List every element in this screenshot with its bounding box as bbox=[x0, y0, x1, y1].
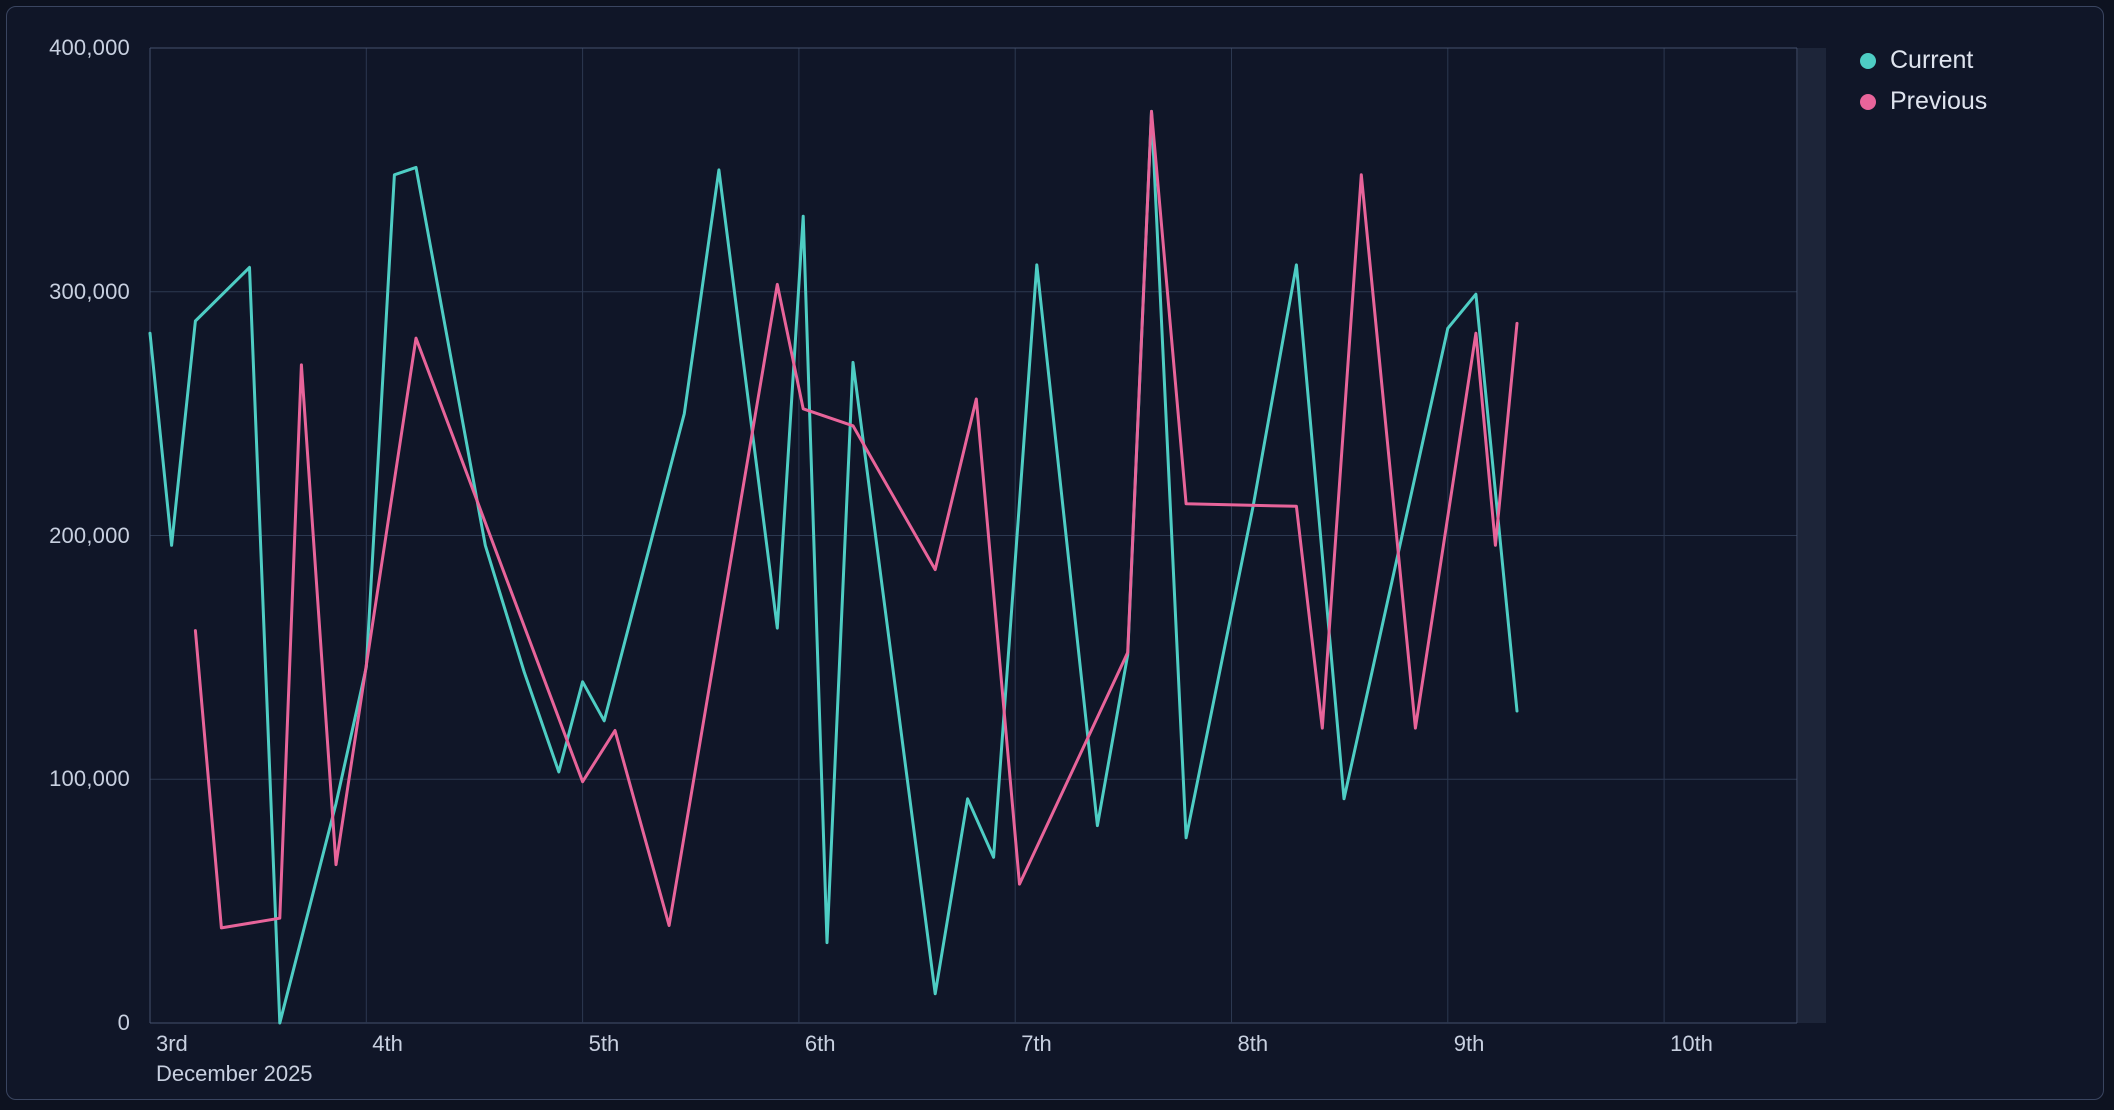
x-axis-tick-label: 3rd December 2025 bbox=[156, 1031, 313, 1086]
legend-dot-current-icon bbox=[1860, 52, 1876, 69]
x-axis-tick-label: 9th bbox=[1453, 1031, 1485, 1056]
legend-label: Previous bbox=[1890, 87, 1988, 115]
legend-label: Current bbox=[1890, 46, 1974, 74]
y-axis-tick-label: 300,000 bbox=[49, 278, 130, 304]
x-axis-tick-label: 7th bbox=[1021, 1031, 1052, 1056]
x-axis-tick-label: 6th bbox=[804, 1031, 836, 1056]
x-axis-tick-label: 4th bbox=[372, 1031, 403, 1056]
series-line-previous bbox=[193, 109, 1519, 930]
y-axis-tick-label: 100,000 bbox=[49, 766, 130, 792]
y-axis-tick-label: 200,000 bbox=[49, 522, 130, 548]
legend-item[interactable]: Previous bbox=[1860, 87, 1987, 116]
x-axis-tick-label: 8th bbox=[1237, 1031, 1269, 1056]
grid-layer bbox=[149, 47, 1797, 1024]
x-axis-subtitle: December 2025 bbox=[156, 1061, 313, 1086]
legend-dot-previous-icon bbox=[1860, 93, 1876, 110]
series-layer bbox=[148, 109, 1519, 1025]
x-axis-tick-label: 5th bbox=[588, 1031, 620, 1056]
y-axis-tick-label: 400,000 bbox=[49, 35, 130, 60]
chart-legend: Current Previous bbox=[1860, 46, 1987, 116]
chart-panel bbox=[6, 6, 2104, 1100]
legend-item[interactable]: Current bbox=[1860, 46, 1987, 75]
vertical-scroll-band[interactable] bbox=[1798, 48, 1826, 1023]
y-axis-tick-label: 0 bbox=[117, 1010, 130, 1035]
series-line-current bbox=[148, 109, 1519, 1025]
axis-layer bbox=[149, 47, 1798, 1023]
x-axis-tick-label: 10th bbox=[1670, 1031, 1713, 1056]
